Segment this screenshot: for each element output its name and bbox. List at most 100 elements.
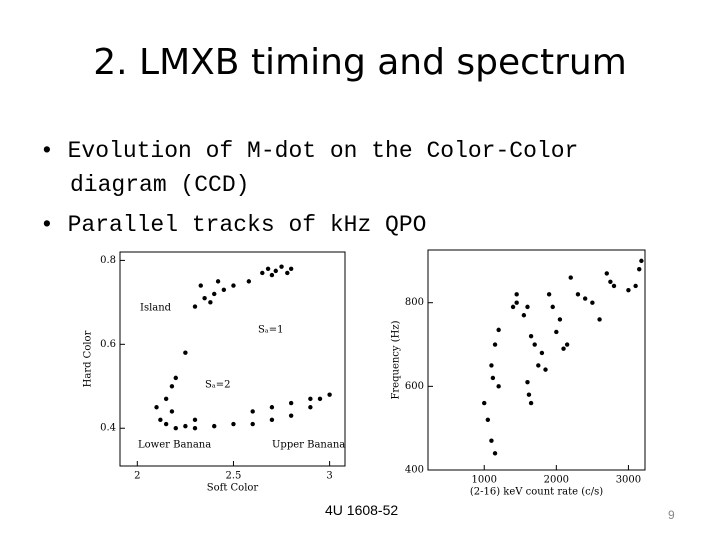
point <box>158 417 163 423</box>
point <box>561 346 566 351</box>
point <box>212 291 217 297</box>
chart-background <box>380 245 650 500</box>
x-tick-label: 3 <box>326 471 332 482</box>
point <box>192 417 198 423</box>
point <box>250 409 255 414</box>
point <box>215 279 221 284</box>
point <box>496 384 501 389</box>
y-axis-label: Hard Color <box>83 330 94 387</box>
slide-title: 2. LMXB timing and spectrum <box>93 42 627 83</box>
point <box>492 451 498 456</box>
annotation: Island <box>140 303 172 314</box>
y-tick-label: 0.6 <box>100 339 116 350</box>
point <box>532 342 537 347</box>
annotation: Sₐ=2 <box>205 380 230 391</box>
x-tick-label: 2.5 <box>226 471 242 482</box>
page-number: 9 <box>668 508 675 522</box>
point <box>288 400 294 406</box>
bullet-continuation: diagram (CCD) <box>70 172 250 198</box>
point <box>250 421 255 427</box>
point <box>327 392 332 397</box>
x-axis-label: (2-16) keV count rate (c/s) <box>470 487 603 498</box>
point <box>260 270 265 276</box>
point <box>489 363 494 368</box>
point <box>637 267 642 272</box>
y-tick-label: 0.4 <box>100 423 116 434</box>
point <box>597 317 602 322</box>
point <box>221 287 227 292</box>
bullet: • Parallel tracks of kHz QPO <box>40 212 427 238</box>
point <box>269 417 275 423</box>
point <box>510 304 516 310</box>
point <box>528 333 534 339</box>
point <box>626 287 631 293</box>
point <box>482 400 487 406</box>
point <box>539 350 545 356</box>
point <box>202 295 207 301</box>
x-tick-label: 2000 <box>544 475 569 486</box>
x-tick-label: 3000 <box>616 475 641 486</box>
point <box>526 392 532 397</box>
point <box>633 283 638 289</box>
point <box>269 272 275 278</box>
plot-frame <box>119 251 346 467</box>
point <box>173 426 178 431</box>
point <box>568 275 573 280</box>
point <box>485 417 491 423</box>
point <box>192 426 198 431</box>
point <box>198 283 203 288</box>
point <box>489 438 494 443</box>
x-axis-label: Soft Color <box>207 483 259 494</box>
point <box>173 375 178 381</box>
y-tick-label: 800 <box>405 297 424 308</box>
point <box>231 283 236 288</box>
point <box>288 266 294 271</box>
x-tick-label: 1000 <box>472 475 497 486</box>
point <box>543 367 548 372</box>
annotation: Lower Banana <box>138 440 211 451</box>
point <box>557 317 563 322</box>
point <box>317 396 323 402</box>
point <box>536 363 541 368</box>
point <box>212 423 217 429</box>
point <box>192 304 198 309</box>
point <box>208 300 213 305</box>
point <box>183 423 188 429</box>
point <box>308 396 313 402</box>
point <box>490 375 496 381</box>
point <box>288 413 294 418</box>
point <box>514 300 519 305</box>
point <box>604 271 609 276</box>
point <box>169 384 175 389</box>
y-axis-label: Frequency (Hz) <box>391 320 402 399</box>
x-tick-label: 2 <box>134 471 140 482</box>
point <box>564 342 570 347</box>
bullet-text: Parallel tracks of kHz QPO <box>67 212 427 238</box>
point <box>265 266 271 271</box>
point <box>514 292 519 297</box>
y-tick-label: 600 <box>405 381 424 392</box>
point <box>285 270 290 276</box>
point <box>550 304 555 310</box>
annotation: Sₐ=1 <box>258 325 283 336</box>
point <box>169 409 175 414</box>
point <box>521 313 527 318</box>
point <box>163 421 169 427</box>
bullet: • Evolution of M-dot on the Color-Color <box>40 138 579 164</box>
point <box>639 258 644 264</box>
point <box>525 304 530 310</box>
y-tick-label: 400 <box>405 465 424 476</box>
point <box>582 296 588 301</box>
point <box>575 292 581 297</box>
point <box>590 300 595 305</box>
point <box>546 292 552 297</box>
point <box>163 396 169 402</box>
point <box>492 342 498 347</box>
bullet-text: Evolution of M-dot on the Color-Color <box>67 138 579 164</box>
chart-background <box>98 247 350 473</box>
point <box>608 279 613 284</box>
point <box>231 421 236 427</box>
point <box>154 405 159 410</box>
